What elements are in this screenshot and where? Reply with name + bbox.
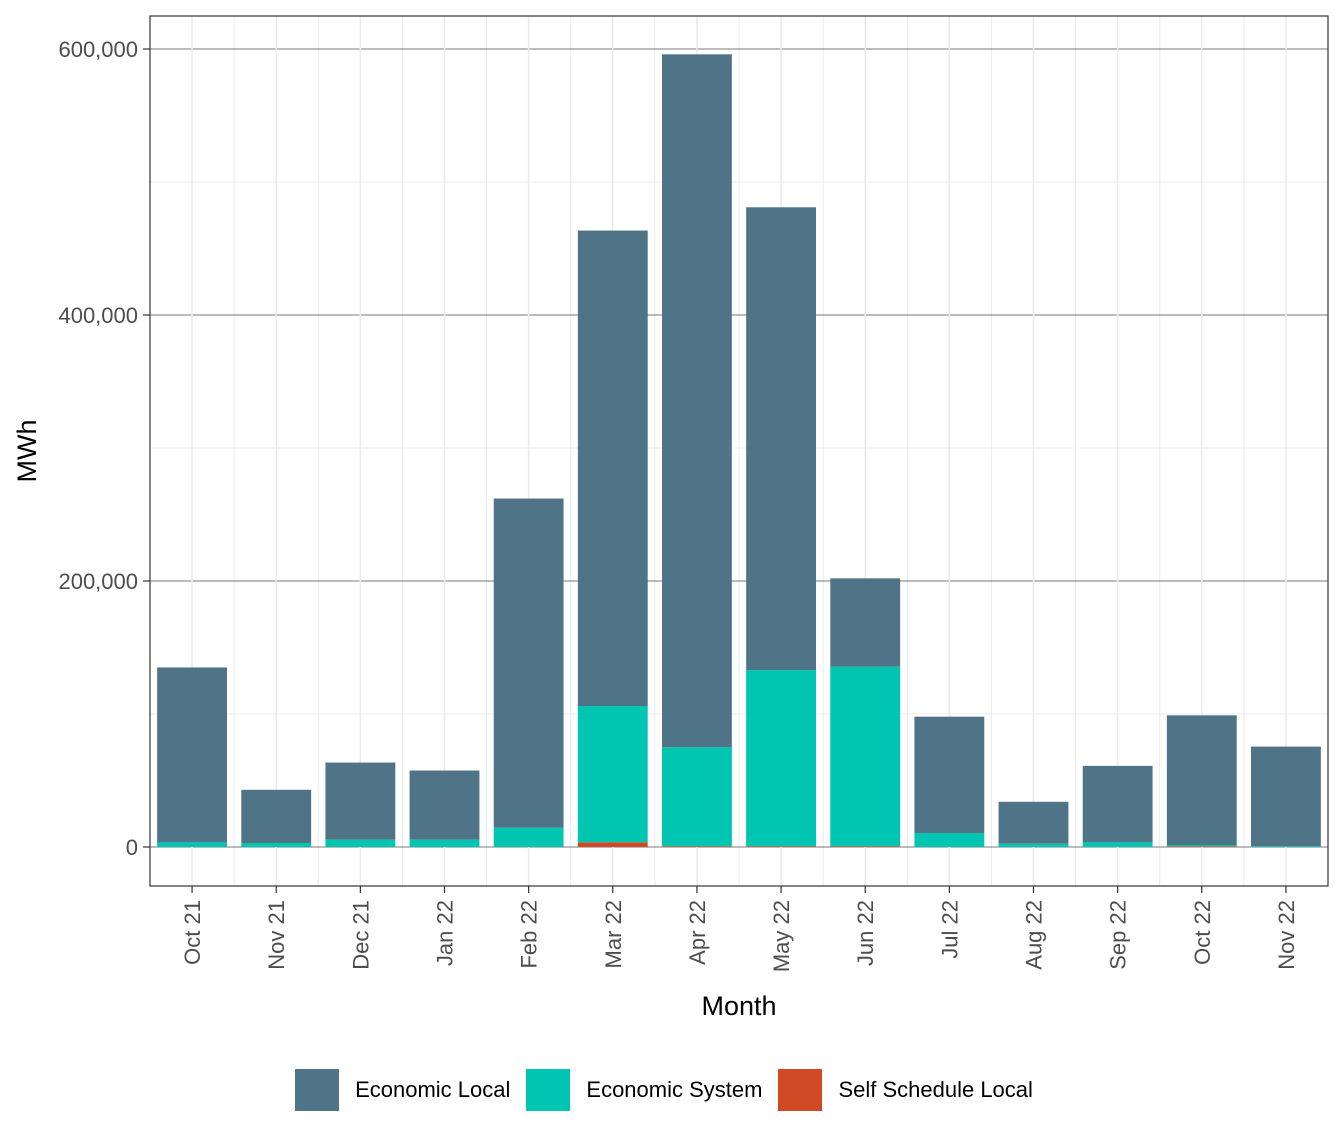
bar-economic-system-mar-22[interactable] <box>577 706 648 843</box>
bar-self-schedule-local-apr-22[interactable] <box>662 846 732 848</box>
bar-economic-system-dec-21[interactable] <box>325 839 396 847</box>
minor-gridlines <box>150 16 1328 886</box>
x-tick-label: Sep 22 <box>1106 900 1131 970</box>
x-tick-label: Dec 21 <box>348 900 373 970</box>
bar-self-schedule-local-may-22[interactable] <box>746 846 816 848</box>
y-tick-label: 0 <box>126 835 138 860</box>
bars <box>157 54 1321 848</box>
bar-self-schedule-local-mar-22[interactable] <box>577 842 648 847</box>
x-tick-label: Apr 22 <box>685 900 710 965</box>
bar-economic-system-aug-22[interactable] <box>998 843 1069 847</box>
bar-economic-local-jun-22[interactable] <box>830 578 901 667</box>
legend-swatch-self-schedule-local <box>778 1069 823 1111</box>
x-tick-label: Jun 22 <box>853 900 878 966</box>
bar-economic-local-aug-22[interactable] <box>998 801 1069 844</box>
bar-economic-system-jan-22[interactable] <box>409 839 480 847</box>
legend-label: Self Schedule Local <box>838 1077 1033 1102</box>
legend-label: Economic System <box>586 1077 763 1102</box>
x-tick-label: Nov 22 <box>1274 900 1299 970</box>
y-axis-title: MWh <box>12 420 42 483</box>
x-tick-label: Jan 22 <box>433 900 458 966</box>
legend-item-economic-system[interactable]: Economic System <box>526 1069 770 1111</box>
bar-economic-system-sep-22[interactable] <box>1082 842 1153 847</box>
bar-self-schedule-local-jun-22[interactable] <box>830 846 901 848</box>
bar-economic-system-oct-22[interactable] <box>1166 845 1237 847</box>
plot-panel-border <box>149 15 1329 887</box>
y-tick-label: 200,000 <box>58 569 138 594</box>
bar-economic-system-jul-22[interactable] <box>914 833 985 847</box>
y-tick-label: 600,000 <box>58 37 138 62</box>
x-tick-label: Jul 22 <box>937 900 962 959</box>
bar-economic-system-apr-22[interactable] <box>662 747 732 847</box>
legend-item-self-schedule-local[interactable]: Self Schedule Local <box>778 1069 1040 1111</box>
bar-economic-local-may-22[interactable] <box>746 207 816 671</box>
bar-self-schedule-local-oct-22[interactable] <box>1166 846 1237 848</box>
x-axis-title: Month <box>701 991 776 1021</box>
bar-economic-local-mar-22[interactable] <box>577 230 648 707</box>
bar-economic-local-apr-22[interactable] <box>662 54 732 748</box>
bar-economic-system-jun-22[interactable] <box>830 666 901 847</box>
legend-swatch-economic-system <box>526 1069 571 1111</box>
bar-economic-system-oct-21[interactable] <box>157 842 227 847</box>
bar-economic-local-jan-22[interactable] <box>409 770 480 840</box>
stacked-bar-chart: 0 200,000 400,000 600,000 Oct 21 Nov 21 Dec 2… <box>12 15 1329 1021</box>
legend-item-economic-local[interactable]: Economic Local <box>295 1069 518 1111</box>
x-axis: Oct 21 Nov 21 Dec 21 Jan 22 Feb 22 Mar 22 Apr … <box>180 886 1299 972</box>
bar-economic-local-nov-22[interactable] <box>1251 746 1321 847</box>
bar-economic-system-feb-22[interactable] <box>493 827 564 847</box>
x-tick-label: Nov 21 <box>264 900 289 970</box>
bar-economic-local-jul-22[interactable] <box>914 716 985 834</box>
bar-economic-system-nov-21[interactable] <box>241 843 312 847</box>
bar-economic-local-sep-22[interactable] <box>1082 765 1153 843</box>
bar-economic-system-nov-22[interactable] <box>1251 846 1321 848</box>
bar-economic-local-feb-22[interactable] <box>493 498 564 828</box>
bar-economic-local-nov-21[interactable] <box>241 789 312 844</box>
x-tick-label: Feb 22 <box>517 900 542 969</box>
legend-swatch-economic-local <box>295 1069 340 1111</box>
bar-economic-system-may-22[interactable] <box>746 670 816 847</box>
x-tick-label: Oct 22 <box>1190 900 1215 965</box>
bar-economic-local-oct-21[interactable] <box>157 667 227 843</box>
legend-label: Economic Local <box>355 1077 511 1102</box>
y-tick-label: 400,000 <box>58 303 138 328</box>
bar-economic-local-dec-21[interactable] <box>325 762 396 840</box>
x-tick-label: Mar 22 <box>601 900 626 968</box>
x-tick-label: Aug 22 <box>1022 900 1047 970</box>
x-tick-label: Oct 21 <box>180 900 205 965</box>
bar-economic-local-oct-22[interactable] <box>1166 715 1237 846</box>
y-axis: 0 200,000 400,000 600,000 <box>58 37 150 860</box>
x-tick-label: May 22 <box>769 900 794 972</box>
legend: Economic Local Economic System Self Sche… <box>0 1068 1344 1112</box>
